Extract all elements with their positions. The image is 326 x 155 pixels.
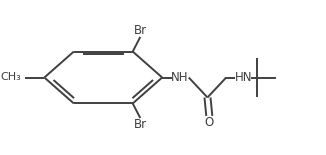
Text: Br: Br bbox=[134, 118, 147, 131]
Text: HN: HN bbox=[234, 71, 252, 84]
Text: NH: NH bbox=[171, 71, 188, 84]
Text: CH₃: CH₃ bbox=[0, 73, 21, 82]
Text: Br: Br bbox=[134, 24, 147, 37]
Text: O: O bbox=[205, 116, 214, 129]
